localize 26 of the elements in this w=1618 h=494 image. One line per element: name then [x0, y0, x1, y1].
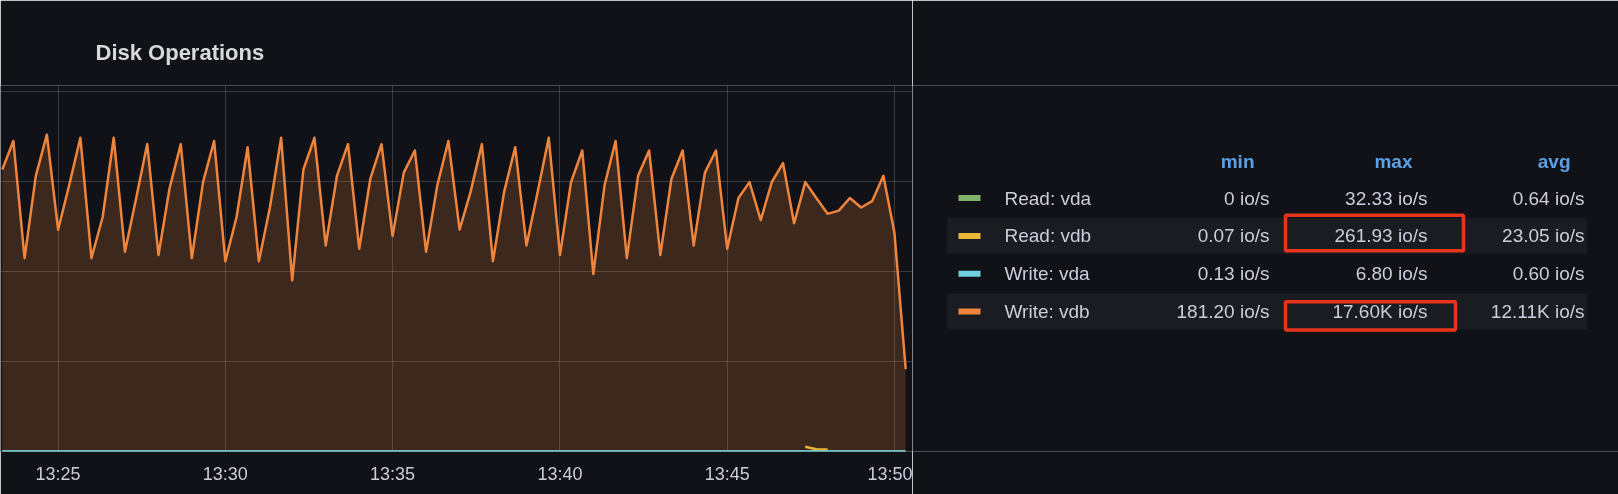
x-tick-label: 13:25 [35, 463, 81, 484]
text: 261.93 io/s [1334, 225, 1428, 247]
x-tick-label: 13:50 [867, 463, 913, 484]
text: 0 io/s [1224, 187, 1270, 209]
text: 23.05 io/s [1502, 225, 1585, 247]
x-tick-label: 13:40 [537, 463, 583, 484]
text: avg [1537, 151, 1571, 173]
text: 12.11K io/s [1490, 300, 1585, 322]
text: max [1374, 151, 1413, 173]
text: 0.60 io/s [1512, 263, 1585, 285]
legend-label: Read: vdb [1004, 225, 1092, 247]
text: min [1220, 151, 1255, 173]
text: 0.13 io/s [1197, 263, 1270, 285]
legend-label: Write: vdb [1004, 300, 1090, 322]
legend-label: Write: vda [1004, 263, 1091, 285]
x-tick-label: 13:35 [370, 463, 416, 484]
text: 32.33 io/s [1345, 187, 1428, 209]
x-tick-label: 13:45 [704, 463, 750, 484]
text: 0.07 io/s [1197, 225, 1270, 247]
legend-label: Read: vda [1004, 187, 1092, 209]
text: 17.60K io/s [1332, 300, 1428, 322]
text: 6.80 io/s [1355, 263, 1428, 285]
text: 0.64 io/s [1512, 187, 1585, 209]
text: 181.20 io/s [1176, 300, 1270, 322]
x-tick-label: 13:30 [202, 463, 248, 484]
chart-title: Disk Operations [95, 39, 265, 65]
